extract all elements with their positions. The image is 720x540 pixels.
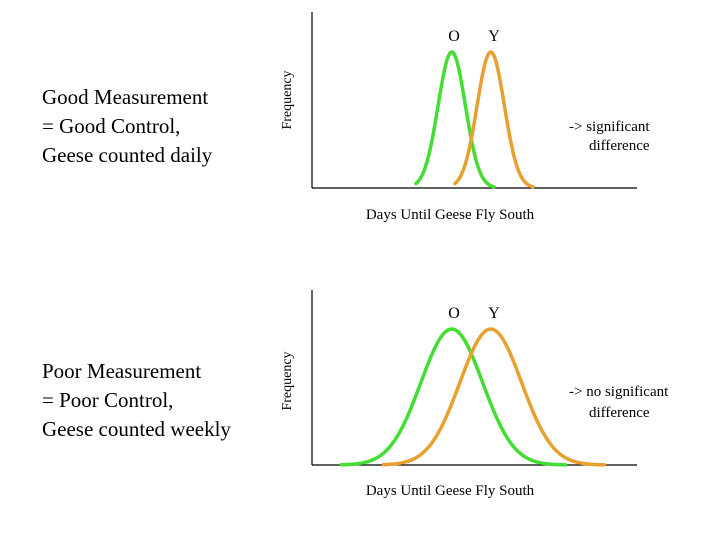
x-axis-label: Days Until Geese Fly South — [366, 483, 535, 499]
bottom-panel-caption: Poor Measurement = Poor Control, Geese c… — [42, 357, 231, 444]
y-axis-label: Frequency — [280, 70, 295, 129]
caption-line: Geese counted weekly — [42, 417, 231, 441]
series-curve-o — [414, 50, 496, 189]
annotation-line: difference — [589, 405, 650, 421]
caption-line: = Poor Control, — [42, 388, 174, 412]
caption-line: Geese counted daily — [42, 143, 213, 167]
series-label-o: O — [448, 305, 460, 322]
annotation-line: -> no significant — [569, 384, 669, 400]
series-curve-y — [453, 50, 535, 189]
series-label-y: Y — [488, 305, 500, 322]
annotation-line: -> significant — [569, 119, 650, 135]
y-axis-label: Frequency — [280, 351, 295, 410]
x-axis-label: Days Until Geese Fly South — [366, 207, 535, 223]
caption-line: Good Measurement — [42, 85, 209, 109]
caption-line: = Good Control, — [42, 114, 181, 138]
series-label-y: Y — [488, 28, 500, 45]
bottom-chart: Frequency Days Until Geese Fly South O Y… — [280, 290, 669, 499]
series-label-o: O — [448, 28, 460, 45]
top-chart: Frequency Days Until Geese Fly South O Y… — [280, 12, 650, 223]
top-panel-caption: Good Measurement = Good Control, Geese c… — [42, 83, 212, 170]
annotation-line: difference — [589, 138, 650, 154]
caption-line: Poor Measurement — [42, 359, 202, 383]
series-curve-y — [381, 327, 607, 467]
series-curve-o — [339, 327, 568, 467]
